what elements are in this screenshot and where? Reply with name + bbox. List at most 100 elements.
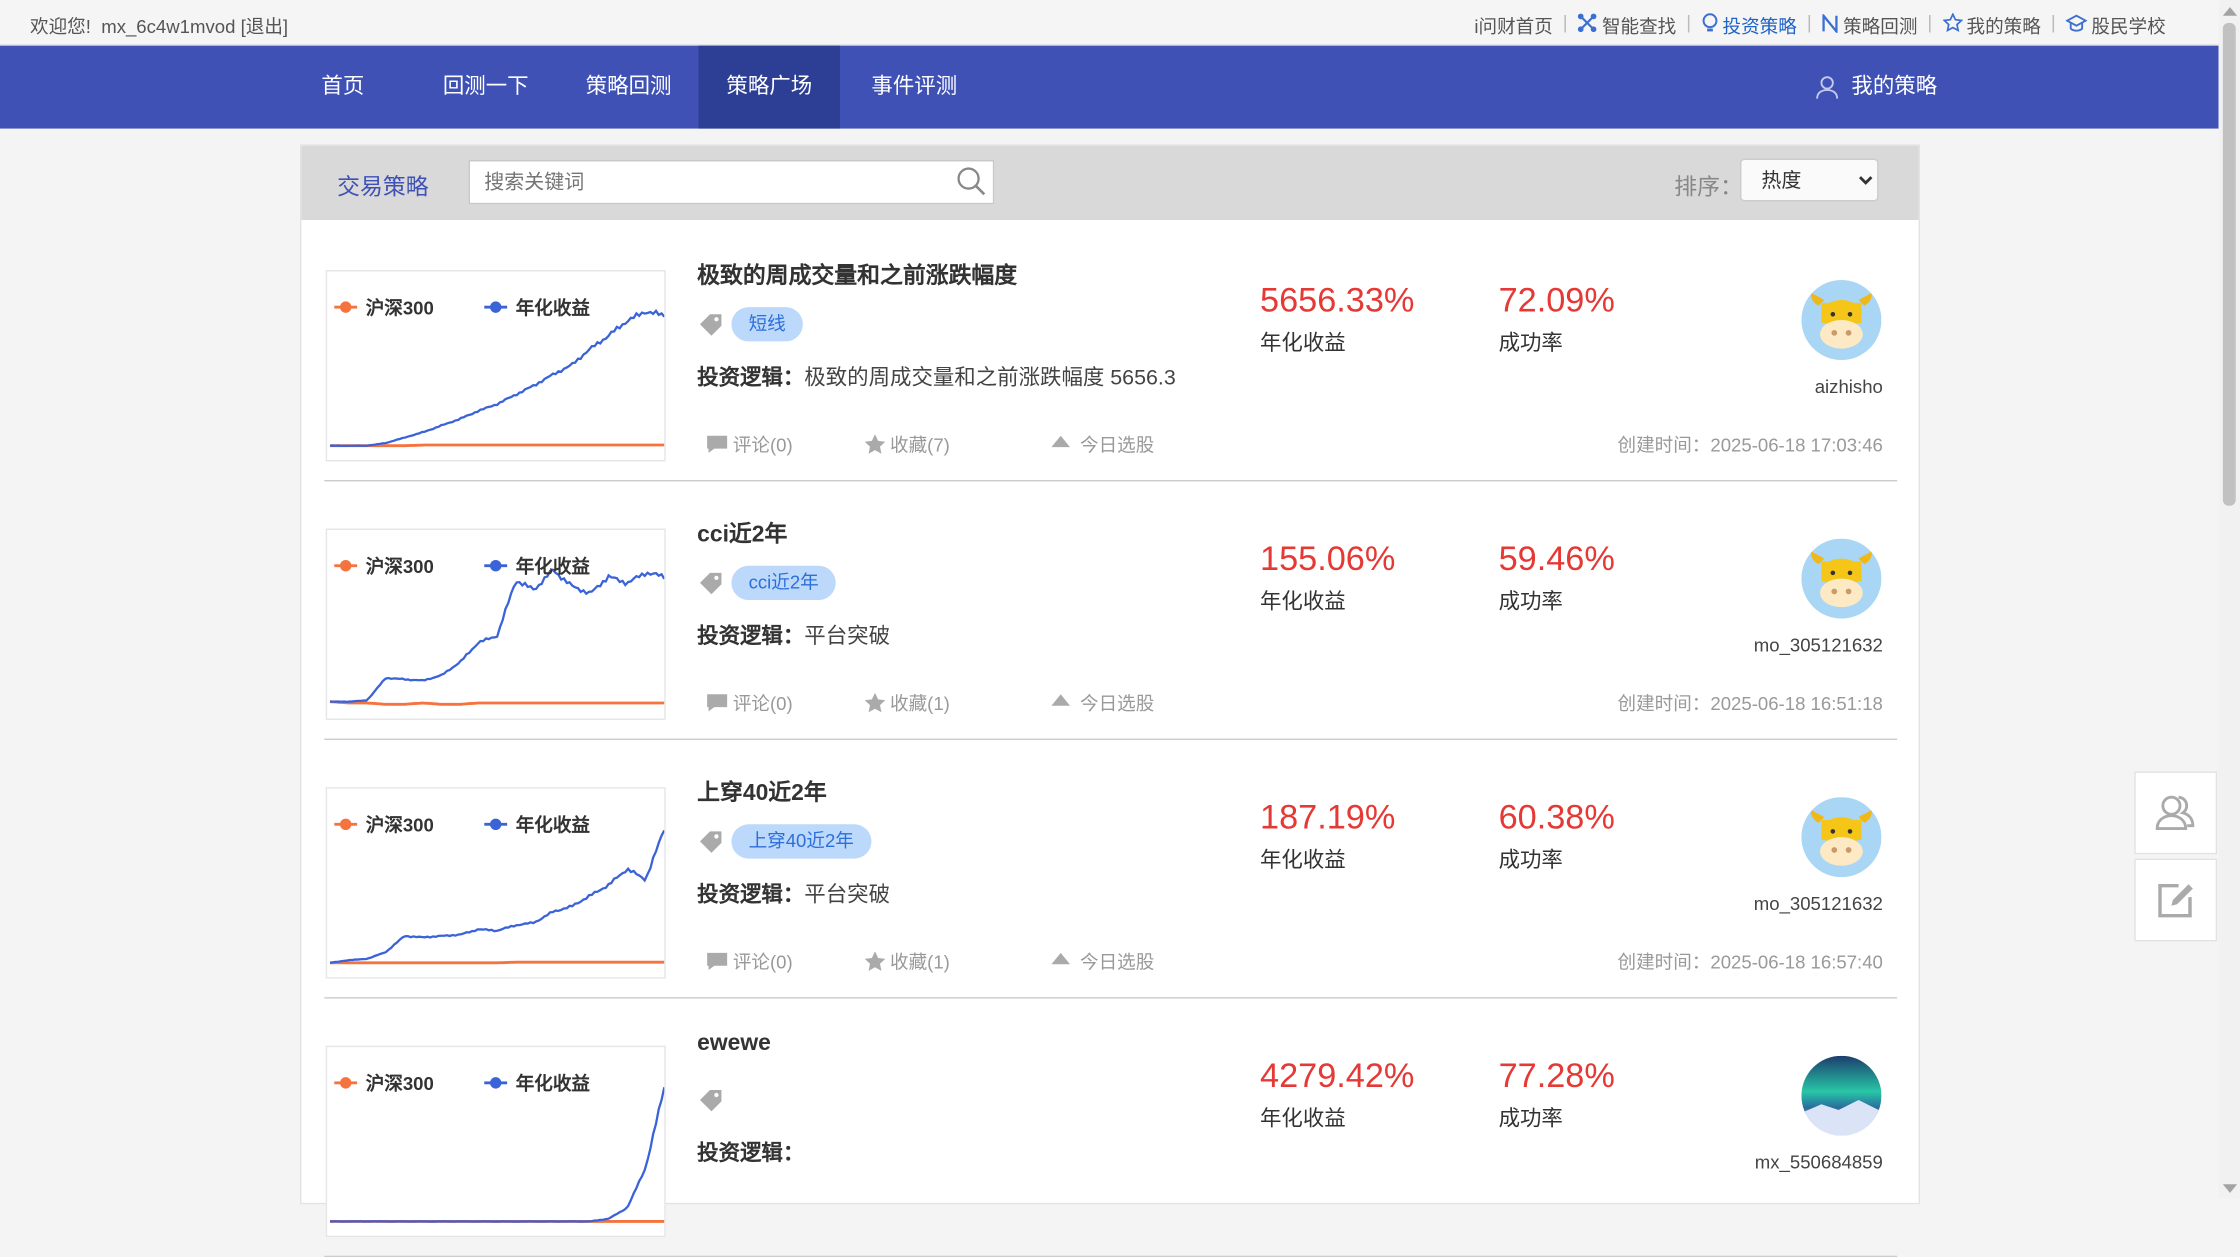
today-picks-link[interactable]: 今日选股 [1051,684,1154,715]
user-avatar[interactable] [1801,1055,1882,1136]
triangle-up-icon [1051,434,1070,447]
comment-icon [707,952,728,970]
scrollbar[interactable] [2218,0,2240,1199]
search-icon[interactable] [956,166,987,197]
today-picks-link[interactable]: 今日选股 [1051,943,1154,974]
today-picks-label: 今日选股 [1079,434,1155,456]
my-strategy-link[interactable]: 我的策略 [1814,46,1937,129]
mini-chart: 沪深300 年化收益 [325,269,666,462]
top-link-label: 股民学校 [2091,15,2166,38]
top-link[interactable]: 智能查找 [1568,11,1687,38]
search-box [468,159,995,205]
created-value: 2025-06-18 17:03:46 [1710,434,1883,456]
today-picks-link[interactable]: 今日选股 [1051,426,1154,457]
top-link-label: 投资策略 [1722,15,1797,38]
favorites-link[interactable]: 收藏(1) [864,689,950,716]
legend-benchmark: 沪深300 [334,1069,434,1096]
legend-marker [484,300,508,313]
top-bar: 欢迎您! mx_6c4w1mvod [退出] i问财首页 | 智能查找 | 投资策略 | 策… [0,0,2219,46]
legend-benchmark: 沪深300 [334,293,434,320]
contacts-button[interactable] [2134,771,2218,855]
nav-strategy-square[interactable]: 策略广场 [698,45,840,129]
sort-select[interactable]: 热度 [1739,158,1879,202]
nav-home[interactable]: 首页 [321,74,365,99]
top-link[interactable]: 我的策略 [1932,11,2051,38]
nav-backtest-once[interactable]: 回测一下 [442,74,529,99]
nav-strategy-backtest[interactable]: 策略回测 [585,74,672,99]
comments-link[interactable]: 评论(0) [706,689,793,716]
comments-label: 评论(0) [732,951,793,973]
welcome-text: 欢迎您! [29,15,91,38]
strategy-card: 沪深300 年化收益 cci近2年 cci近2年 投资逻辑：平台突破 155.06… [324,480,1898,740]
tag-icon [699,1089,722,1112]
author-name[interactable]: mx_550684859 [1754,1151,1883,1173]
top-link-label: 智能查找 [1601,15,1677,38]
edit-button[interactable] [2134,858,2218,942]
strategy-name[interactable]: 极致的周成交量和之前涨跌幅度 [697,264,1018,289]
star-icon [864,433,886,453]
separator: | [1686,11,1692,33]
legend-label: 年化收益 [515,1072,591,1095]
favorites-link[interactable]: 收藏(7) [864,430,950,457]
top-links: i问财首页 | 智能查找 | 投资策略 | 策略回测 | 我的策略 | 股民学校 [1464,11,2175,38]
top-link[interactable]: 策略回测 [1812,11,1928,38]
strategy-panel: 交易策略 排序： 热度 沪深300 年化收益 极致的周成交量和之前涨跌幅度 短线… [299,144,1920,1257]
star-icon [864,692,886,712]
legend-strategy: 年化收益 [484,810,590,837]
author-name[interactable]: aizhisho [1814,375,1883,398]
tag-icon [699,314,722,336]
strategy-tag[interactable]: 上穿40近2年 [731,824,872,859]
avatar-cow-icon [1801,538,1882,619]
strategy-name[interactable]: 上穿40近2年 [697,781,827,806]
comment-icon [707,434,728,453]
strategy-line [329,568,665,704]
legend-marker [334,559,358,571]
legend-label: 沪深300 [365,814,434,836]
legend-label: 沪深300 [365,555,434,578]
legend-label: 年化收益 [515,297,591,319]
star-icon [1941,12,1963,37]
created-label: 创建时间： [1617,951,1711,973]
chart-svg [329,568,665,706]
strategy-tag[interactable]: cci近2年 [731,565,836,600]
scroll-down-icon[interactable] [2222,1184,2238,1193]
nav-event-eval[interactable]: 事件评测 [871,74,958,99]
comments-link[interactable]: 评论(0) [706,947,793,974]
scroll-thumb[interactable] [2222,22,2236,506]
user-avatar[interactable] [1801,538,1882,619]
created-time: 创建时间：2025-06-18 16:57:40 [1618,947,1883,974]
mini-chart: 沪深300 年化收益 [325,1045,666,1238]
win-rate-value: 72.09% [1498,281,1615,320]
benchmark-line [329,443,665,448]
logic-text: 平台突破 [804,624,891,649]
bulb-icon [1701,13,1718,37]
chart-svg [329,309,665,448]
strategy-card: 沪深300 年化收益 ewewe 投资逻辑： 4279.42% 年化收益 77.… [324,997,1898,1257]
contacts-icon [2155,795,2195,830]
author-name[interactable]: mo_305121632 [1753,634,1883,656]
favorites-label: 收藏(1) [889,692,950,715]
strategy-tag[interactable]: 短线 [731,307,803,342]
strategy-name[interactable]: cci近2年 [697,522,788,548]
separator: | [1927,11,1933,33]
logout-link[interactable]: [退出] [240,15,289,38]
annual-return-label: 年化收益 [1259,848,1346,873]
favorites-link[interactable]: 收藏(1) [864,947,950,974]
win-rate-label: 成功率 [1498,589,1563,615]
top-link[interactable]: 股民学校 [2056,11,2176,38]
top-link[interactable]: 投资策略 [1691,11,1807,38]
author-name[interactable]: mo_305121632 [1753,892,1883,915]
search-input[interactable] [469,161,956,200]
win-rate-value: 59.46% [1498,539,1615,579]
investment-logic: 投资逻辑： [697,1137,804,1167]
strategy-name[interactable]: ewewe [697,1031,771,1056]
sort-label: 排序： [1674,175,1743,200]
chart-svg [329,829,665,965]
separator: | [1806,11,1812,33]
scroll-up-icon[interactable] [2222,7,2238,16]
user-avatar[interactable] [1801,279,1882,360]
top-link[interactable]: i问财首页 [1464,11,1562,38]
user-avatar[interactable] [1801,797,1882,878]
comments-link[interactable]: 评论(0) [706,430,793,457]
